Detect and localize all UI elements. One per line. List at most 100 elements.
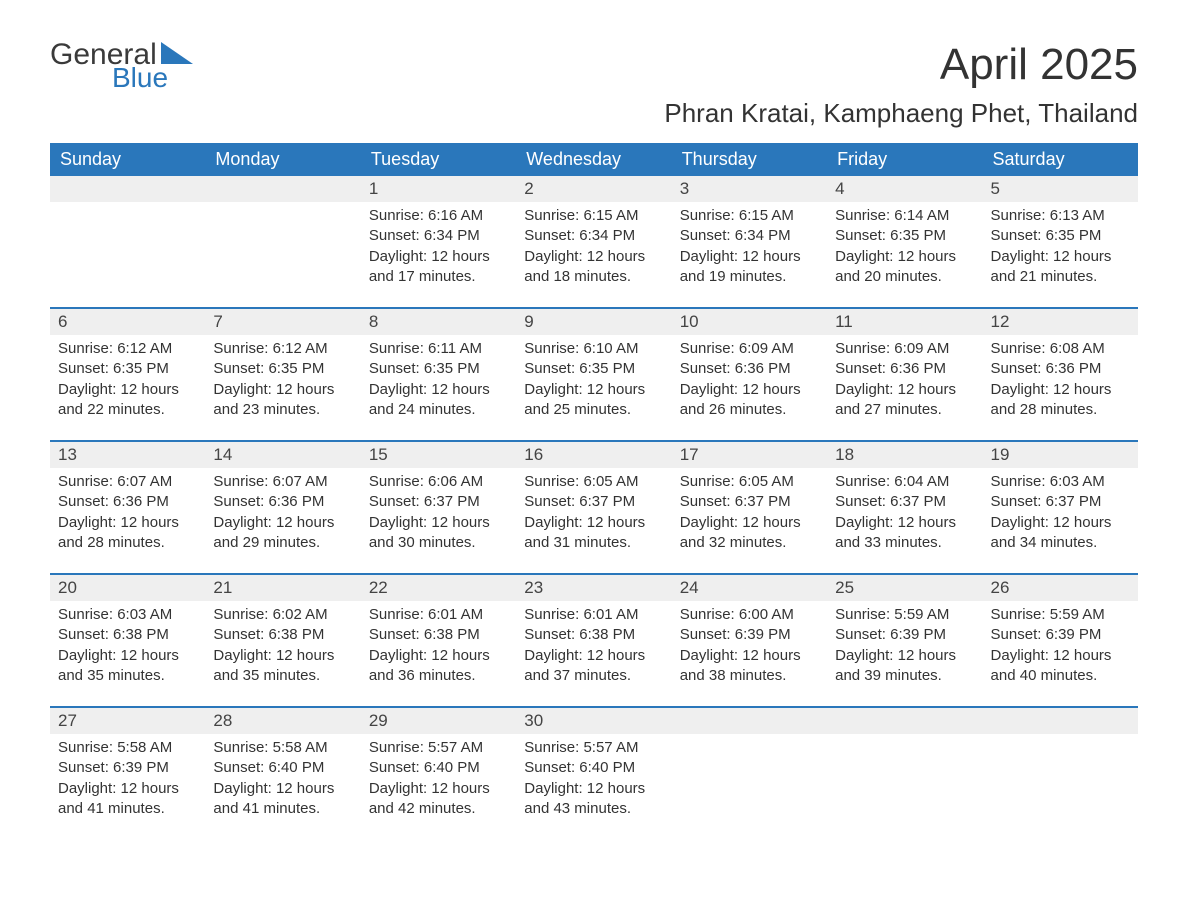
sunset-line: Sunset: 6:38 PM: [369, 625, 508, 645]
daylight-line: Daylight: 12 hours and 36 minutes.: [369, 646, 508, 687]
daylight-line: Daylight: 12 hours and 37 minutes.: [524, 646, 663, 687]
daylight-line: Daylight: 12 hours and 27 minutes.: [835, 380, 974, 421]
day-cell: Sunrise: 6:05 AMSunset: 6:37 PMDaylight:…: [516, 468, 671, 574]
sunrise-line: Sunrise: 6:09 AM: [680, 339, 819, 359]
day-cell: Sunrise: 6:15 AMSunset: 6:34 PMDaylight:…: [672, 202, 827, 308]
day-cell: Sunrise: 6:15 AMSunset: 6:34 PMDaylight:…: [516, 202, 671, 308]
day-number-cell: 7: [205, 308, 360, 335]
sunrise-line: Sunrise: 6:01 AM: [524, 605, 663, 625]
sunset-line: Sunset: 6:39 PM: [835, 625, 974, 645]
sunset-line: Sunset: 6:37 PM: [524, 492, 663, 512]
daylight-line: Daylight: 12 hours and 24 minutes.: [369, 380, 508, 421]
sunset-line: Sunset: 6:35 PM: [991, 226, 1130, 246]
day-body-row: Sunrise: 6:03 AMSunset: 6:38 PMDaylight:…: [50, 601, 1138, 707]
day-number-cell: [50, 176, 205, 202]
daylight-line: Daylight: 12 hours and 20 minutes.: [835, 247, 974, 288]
daylight-line: Daylight: 12 hours and 22 minutes.: [58, 380, 197, 421]
day-number-cell: 16: [516, 441, 671, 468]
sunrise-line: Sunrise: 6:05 AM: [524, 472, 663, 492]
day-number-cell: 18: [827, 441, 982, 468]
day-number-cell: 28: [205, 707, 360, 734]
weekday-header: Monday: [205, 143, 360, 176]
sunset-line: Sunset: 6:37 PM: [369, 492, 508, 512]
day-number-cell: 22: [361, 574, 516, 601]
sunset-line: Sunset: 6:36 PM: [58, 492, 197, 512]
day-cell: Sunrise: 5:58 AMSunset: 6:39 PMDaylight:…: [50, 734, 205, 839]
day-cell: [983, 734, 1138, 839]
sunset-line: Sunset: 6:35 PM: [213, 359, 352, 379]
daylight-line: Daylight: 12 hours and 35 minutes.: [58, 646, 197, 687]
daylight-line: Daylight: 12 hours and 42 minutes.: [369, 779, 508, 820]
calendar-table: SundayMondayTuesdayWednesdayThursdayFrid…: [50, 143, 1138, 839]
day-cell: Sunrise: 6:10 AMSunset: 6:35 PMDaylight:…: [516, 335, 671, 441]
day-number-row: 12345: [50, 176, 1138, 202]
daylight-line: Daylight: 12 hours and 38 minutes.: [680, 646, 819, 687]
day-cell: Sunrise: 6:05 AMSunset: 6:37 PMDaylight:…: [672, 468, 827, 574]
day-cell: Sunrise: 6:03 AMSunset: 6:37 PMDaylight:…: [983, 468, 1138, 574]
day-number-cell: 9: [516, 308, 671, 335]
day-number-cell: 13: [50, 441, 205, 468]
day-cell: Sunrise: 6:16 AMSunset: 6:34 PMDaylight:…: [361, 202, 516, 308]
daylight-line: Daylight: 12 hours and 40 minutes.: [991, 646, 1130, 687]
sunrise-line: Sunrise: 6:12 AM: [58, 339, 197, 359]
sunset-line: Sunset: 6:40 PM: [213, 758, 352, 778]
day-cell: Sunrise: 6:14 AMSunset: 6:35 PMDaylight:…: [827, 202, 982, 308]
logo-word2: Blue: [112, 64, 193, 92]
day-cell: Sunrise: 6:08 AMSunset: 6:36 PMDaylight:…: [983, 335, 1138, 441]
day-number-cell: 15: [361, 441, 516, 468]
sunset-line: Sunset: 6:37 PM: [680, 492, 819, 512]
day-number-cell: [827, 707, 982, 734]
sunrise-line: Sunrise: 5:59 AM: [835, 605, 974, 625]
page-title: April 2025: [940, 40, 1138, 90]
sunset-line: Sunset: 6:35 PM: [524, 359, 663, 379]
sunrise-line: Sunrise: 5:58 AM: [213, 738, 352, 758]
sunrise-line: Sunrise: 5:59 AM: [991, 605, 1130, 625]
sunrise-line: Sunrise: 6:09 AM: [835, 339, 974, 359]
daylight-line: Daylight: 12 hours and 19 minutes.: [680, 247, 819, 288]
day-cell: Sunrise: 6:07 AMSunset: 6:36 PMDaylight:…: [50, 468, 205, 574]
day-number-cell: 24: [672, 574, 827, 601]
sunrise-line: Sunrise: 6:12 AM: [213, 339, 352, 359]
daylight-line: Daylight: 12 hours and 25 minutes.: [524, 380, 663, 421]
day-cell: Sunrise: 5:57 AMSunset: 6:40 PMDaylight:…: [516, 734, 671, 839]
sunrise-line: Sunrise: 6:15 AM: [680, 206, 819, 226]
day-cell: Sunrise: 6:07 AMSunset: 6:36 PMDaylight:…: [205, 468, 360, 574]
day-cell: Sunrise: 6:06 AMSunset: 6:37 PMDaylight:…: [361, 468, 516, 574]
daylight-line: Daylight: 12 hours and 28 minutes.: [58, 513, 197, 554]
sunset-line: Sunset: 6:39 PM: [680, 625, 819, 645]
sunrise-line: Sunrise: 6:08 AM: [991, 339, 1130, 359]
sunrise-line: Sunrise: 6:16 AM: [369, 206, 508, 226]
sunrise-line: Sunrise: 6:04 AM: [835, 472, 974, 492]
day-number-cell: 29: [361, 707, 516, 734]
day-cell: [827, 734, 982, 839]
day-cell: Sunrise: 6:13 AMSunset: 6:35 PMDaylight:…: [983, 202, 1138, 308]
sunrise-line: Sunrise: 6:13 AM: [991, 206, 1130, 226]
day-number-cell: 5: [983, 176, 1138, 202]
sunrise-line: Sunrise: 5:58 AM: [58, 738, 197, 758]
day-number-cell: 25: [827, 574, 982, 601]
sunset-line: Sunset: 6:37 PM: [835, 492, 974, 512]
day-body-row: Sunrise: 6:07 AMSunset: 6:36 PMDaylight:…: [50, 468, 1138, 574]
day-number-cell: [205, 176, 360, 202]
sunset-line: Sunset: 6:36 PM: [680, 359, 819, 379]
sunrise-line: Sunrise: 6:11 AM: [369, 339, 508, 359]
sunset-line: Sunset: 6:36 PM: [213, 492, 352, 512]
day-number-cell: 23: [516, 574, 671, 601]
weekday-header: Thursday: [672, 143, 827, 176]
day-number-cell: 27: [50, 707, 205, 734]
daylight-line: Daylight: 12 hours and 41 minutes.: [213, 779, 352, 820]
day-number-cell: 3: [672, 176, 827, 202]
day-number-cell: 10: [672, 308, 827, 335]
day-cell: Sunrise: 6:09 AMSunset: 6:36 PMDaylight:…: [827, 335, 982, 441]
day-cell: [205, 202, 360, 308]
daylight-line: Daylight: 12 hours and 17 minutes.: [369, 247, 508, 288]
sunset-line: Sunset: 6:35 PM: [58, 359, 197, 379]
daylight-line: Daylight: 12 hours and 31 minutes.: [524, 513, 663, 554]
day-cell: Sunrise: 5:58 AMSunset: 6:40 PMDaylight:…: [205, 734, 360, 839]
daylight-line: Daylight: 12 hours and 34 minutes.: [991, 513, 1130, 554]
day-number-cell: 12: [983, 308, 1138, 335]
daylight-line: Daylight: 12 hours and 30 minutes.: [369, 513, 508, 554]
sunset-line: Sunset: 6:36 PM: [835, 359, 974, 379]
daylight-line: Daylight: 12 hours and 26 minutes.: [680, 380, 819, 421]
day-body-row: Sunrise: 6:12 AMSunset: 6:35 PMDaylight:…: [50, 335, 1138, 441]
